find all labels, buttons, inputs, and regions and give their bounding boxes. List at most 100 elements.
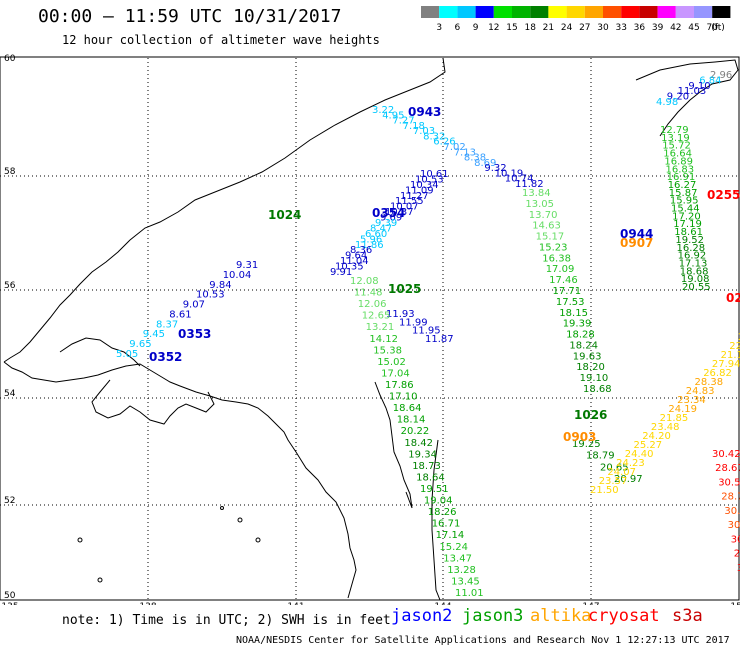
scale-swatch [512,6,531,18]
axis-labels: 135 138 141 144 147 150 60 58 56 54 52 50 [1,54,740,605]
wave-height-value: 10.35 [335,262,364,273]
wave-height-value: 9.32 [484,163,506,174]
scale-swatch [603,6,622,18]
wave-height-value: 11.03 [678,86,707,97]
wave-height-value: 13.70 [529,210,558,221]
wave-height-value: 9.45 [143,329,165,340]
wave-height-value: 16.83 [666,164,695,175]
wave-height-value: 9.69 [380,213,402,224]
wave-height-value: 15.44 [671,204,700,215]
lon-label: 135 [1,602,18,605]
scale-swatch [657,6,676,18]
wave-height-value: 7.13 [454,147,476,158]
lon-label: 150 [730,602,740,605]
legend-cryosat: cryosat [588,606,660,626]
wave-height-value: 11.99 [399,317,428,328]
scale-label: 12 [488,23,499,32]
pass-time-label: 02 [726,291,740,305]
wave-height-value: 15.02 [377,357,406,368]
wave-height-value: 9.39 [375,218,397,229]
pass-time-label: 1025 [388,282,421,296]
wave-height-value: 10.34 [410,180,439,191]
wave-height-value: 22.58 [729,341,740,352]
wave-height-value: 18.64 [416,472,445,483]
scale-swatch [584,6,603,18]
wave-height-value: 10.61 [420,169,449,180]
map-title: 00:00 – 11:59 UTC 10/31/2017 [38,6,342,27]
wave-height-value: 15.72 [662,141,691,152]
map-subtitle: 12 hour collection of altimeter wave hei… [62,33,380,47]
pass-time-label: 0255 [707,188,740,202]
wave-height-value: 16.92 [678,251,707,262]
scale-label: 45 [688,23,699,32]
wave-height-value: 11.09 [405,185,434,196]
wave-height-value: 13.19 [661,133,690,144]
wave-height-value: 9.07 [183,300,205,311]
wave-height-value: 11.95 [412,326,441,337]
wave-height-value: 9.20 [667,92,689,103]
wave-height-value: 18.28 [566,330,595,341]
scale-label: 21 [543,23,554,32]
wave-height-value: 28.38 [695,377,724,388]
wave-height-value: 19.04 [424,496,453,507]
wave-height-value: 24.07 [607,467,636,478]
wave-height-value: 11.55 [395,196,424,207]
wave-height-value: 17.53 [556,297,585,308]
wave-height-value: 25.27 [634,440,663,451]
legend-jason3: jason3 [462,606,524,626]
wave-height-value: 25.32 [734,549,740,560]
wave-height-value: 17.09 [546,264,575,275]
wave-height-value: 8.47 [370,223,392,234]
wave-height-value: 10.37 [385,207,414,218]
scale-label: 18 [524,23,536,32]
lat-label: 60 [4,54,16,64]
lat-label: 54 [4,389,16,399]
wave-height-value: 20.22 [401,426,430,437]
wave-height-value: 16.89 [664,156,693,167]
scale-label: 39 [652,23,664,32]
wave-height-value: 13.45 [451,576,480,587]
scale-label: 9 [473,23,479,32]
wave-height-value: 3.22 [372,105,394,116]
wave-height-value: 20.55 [682,282,711,293]
wave-height-value: 18.26 [428,507,457,518]
wave-height-value: 9.64 [345,251,367,262]
pass-time-label: 0944 [620,227,653,241]
wave-height-value: 8.61 [169,309,191,320]
wave-height-value: 19.52 [675,235,704,246]
wave-height-value: 18.15 [559,308,588,319]
scale-swatch [621,6,640,18]
wave-height-value: 10.53 [415,174,444,185]
wave-height-value: 17.10 [389,392,418,403]
scale-label: 27 [579,23,590,32]
wave-height-value: 26.82 [703,368,732,379]
color-scale: 3 6 9 12 15 18 21 24 27 30 33 36 39 42 45 70(ft) [421,6,731,32]
wave-height-value: 30.42 [712,449,740,460]
wave-height-value: 20.97 [614,474,643,485]
scale-swatch [639,6,658,18]
wave-height-value: 7.18 [403,121,425,132]
wave-height-value: 18.20 [576,362,605,373]
pass-time-label: 0907 [620,236,653,250]
wave-height-value: 9.84 [209,280,231,291]
wave-height-value: 18.68 [680,266,709,277]
scale-swatch [457,6,476,18]
pass-time-label: 0353 [178,327,211,341]
wave-height-value: 9.65 [129,339,151,350]
scale-swatch [493,6,512,18]
wave-height-value: 7.02 [444,142,466,153]
credit-line: NOAA/NESDIS Center for Satellite Applica… [236,635,730,646]
wave-height-value: 5.05 [116,349,138,360]
wave-height-value: 11.82 [515,179,544,190]
scale-swatch [475,6,494,18]
wave-height-value: 10.07 [390,202,419,213]
wave-height-value: 24.40 [625,449,654,460]
wave-height-value: 17.46 [549,275,578,286]
wave-height-value: 11.01 [455,588,484,599]
wave-height-value: 11.04 [340,256,369,267]
wave-height-value: 19.63 [573,351,602,362]
wave-height-value: 15.87 [669,188,698,199]
wave-height-value: 23.34 [677,395,706,406]
wave-height-value: 17.13 [679,258,708,269]
